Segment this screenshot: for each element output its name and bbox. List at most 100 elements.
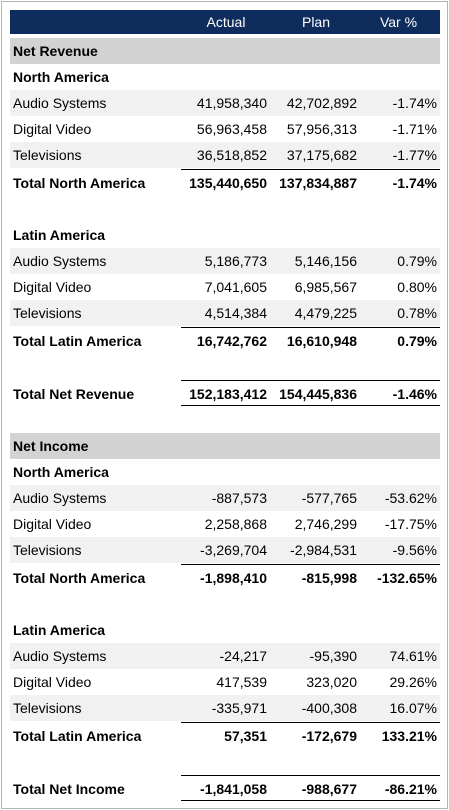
grand-total-divider-bottom — [181, 800, 440, 801]
table-row: Televisions -3,269,704 -2,984,531 -9.56% — [10, 537, 440, 563]
grand-total-row: Total Net Revenue 152,183,412 154,445,83… — [10, 381, 440, 407]
actual-value: 56,963,458 — [196, 121, 267, 137]
col-var-header: Var % — [379, 14, 418, 30]
row-label: Total North America — [13, 175, 146, 191]
plan-value: 2,746,299 — [294, 516, 357, 532]
total-row: Total Latin America 57,351 -172,679 133.… — [10, 723, 440, 749]
actual-value: 5,186,773 — [204, 253, 267, 269]
table-row: Digital Video 417,539 323,020 29.26% — [10, 669, 440, 695]
var-value: -53.62% — [384, 490, 437, 506]
row-label: Total Net Income — [13, 781, 125, 797]
var-value: 74.61% — [389, 648, 437, 664]
row-label: Digital Video — [13, 279, 92, 295]
plan-value: 37,175,682 — [286, 147, 357, 163]
var-value: -86.21% — [384, 781, 437, 797]
row-label: Total Net Revenue — [13, 386, 135, 402]
row-label: Audio Systems — [13, 490, 107, 506]
table-row: Digital Video 2,258,868 2,746,299 -17.75… — [10, 511, 440, 537]
var-value: 133.21% — [381, 728, 437, 744]
group-header-north-america: North America — [10, 459, 440, 485]
row-label: Total Latin America — [13, 728, 142, 744]
actual-value: 41,958,340 — [196, 95, 267, 111]
actual-value: 57,351 — [224, 728, 267, 744]
actual-value: 7,041,605 — [204, 279, 267, 295]
actual-value: -887,573 — [211, 490, 267, 506]
plan-value: -95,390 — [309, 648, 357, 664]
var-value: 29.26% — [389, 674, 437, 690]
actual-value: 36,518,852 — [196, 147, 267, 163]
table-row: Audio Systems -24,217 -95,390 74.61% — [10, 643, 440, 669]
section-title: Net Revenue — [13, 43, 98, 59]
grand-total-row: Total Net Income -1,841,058 -988,677 -86… — [10, 776, 440, 802]
plan-value: 323,020 — [306, 674, 357, 690]
actual-value: -24,217 — [219, 648, 267, 664]
row-label: Digital Video — [13, 674, 92, 690]
var-value: -1.74% — [392, 175, 437, 191]
table-row: Audio Systems -887,573 -577,765 -53.62% — [10, 485, 440, 511]
var-value: 0.79% — [397, 333, 437, 349]
group-header-north-america: North America — [10, 64, 440, 90]
total-divider — [181, 327, 440, 328]
group-title: Latin America — [13, 227, 106, 243]
table-row: Televisions 4,514,384 4,479,225 0.78% — [10, 300, 440, 326]
actual-value: -3,269,704 — [200, 542, 267, 558]
actual-value: 4,514,384 — [204, 305, 267, 321]
actual-value: -1,898,410 — [200, 570, 267, 586]
var-value: 0.78% — [397, 305, 437, 321]
row-label: Televisions — [13, 305, 82, 321]
section-header-net-revenue: Net Revenue — [10, 38, 440, 64]
actual-value: 152,183,412 — [189, 386, 267, 402]
total-row: Total North America -1,898,410 -815,998 … — [10, 565, 440, 591]
row-label: Audio Systems — [13, 648, 107, 664]
section-header-net-income: Net Income — [10, 433, 440, 459]
plan-value: 6,985,567 — [294, 279, 357, 295]
row-label: Audio Systems — [13, 253, 107, 269]
section-title: Net Income — [13, 438, 89, 454]
var-value: -132.65% — [377, 570, 437, 586]
group-header-latin-america: Latin America — [10, 222, 440, 248]
var-value: 0.79% — [397, 253, 437, 269]
var-value: -9.56% — [392, 542, 437, 558]
actual-value: 135,440,650 — [189, 175, 267, 191]
actual-value: 2,258,868 — [204, 516, 267, 532]
row-label: Televisions — [13, 700, 82, 716]
actual-value: -1,841,058 — [200, 781, 267, 797]
var-value: -1.74% — [392, 95, 437, 111]
table-row: Digital Video 56,963,458 57,956,313 -1.7… — [10, 116, 440, 142]
var-value: -1.71% — [392, 121, 437, 137]
total-divider — [181, 564, 440, 565]
actual-value: 417,539 — [216, 674, 267, 690]
group-title: Latin America — [13, 622, 106, 638]
plan-value: -577,765 — [301, 490, 357, 506]
total-divider — [181, 722, 440, 723]
column-header-bar: Actual Plan Var % — [10, 10, 440, 34]
table-row: Digital Video 7,041,605 6,985,567 0.80% — [10, 274, 440, 300]
plan-value: 4,479,225 — [294, 305, 357, 321]
var-value: 0.80% — [397, 279, 437, 295]
col-plan-header: Plan — [301, 14, 331, 30]
table-row: Audio Systems 41,958,340 42,702,892 -1.7… — [10, 90, 440, 116]
actual-value: -335,971 — [211, 700, 267, 716]
plan-value: 42,702,892 — [286, 95, 357, 111]
col-actual-header: Actual — [206, 14, 246, 30]
row-label: Total North America — [13, 570, 146, 586]
grand-total-divider-bottom — [181, 405, 440, 406]
plan-value: -988,677 — [301, 781, 357, 797]
group-header-latin-america: Latin America — [10, 617, 440, 643]
plan-value: 5,146,156 — [294, 253, 357, 269]
row-label: Total Latin America — [13, 333, 142, 349]
var-value: 16.07% — [389, 700, 437, 716]
plan-value: -400,308 — [301, 700, 357, 716]
var-value: -17.75% — [384, 516, 437, 532]
group-title: North America — [13, 69, 109, 85]
table-row: Televisions 36,518,852 37,175,682 -1.77% — [10, 142, 440, 168]
actual-value: 16,742,762 — [196, 333, 267, 349]
plan-value: 154,445,836 — [279, 386, 357, 402]
plan-value: -2,984,531 — [290, 542, 357, 558]
grand-total-divider-top — [181, 775, 440, 776]
grand-total-divider-top — [181, 380, 440, 381]
plan-value: -815,998 — [301, 570, 357, 586]
var-value: -1.46% — [392, 386, 437, 402]
table-row: Audio Systems 5,186,773 5,146,156 0.79% — [10, 248, 440, 274]
total-divider — [181, 169, 440, 170]
